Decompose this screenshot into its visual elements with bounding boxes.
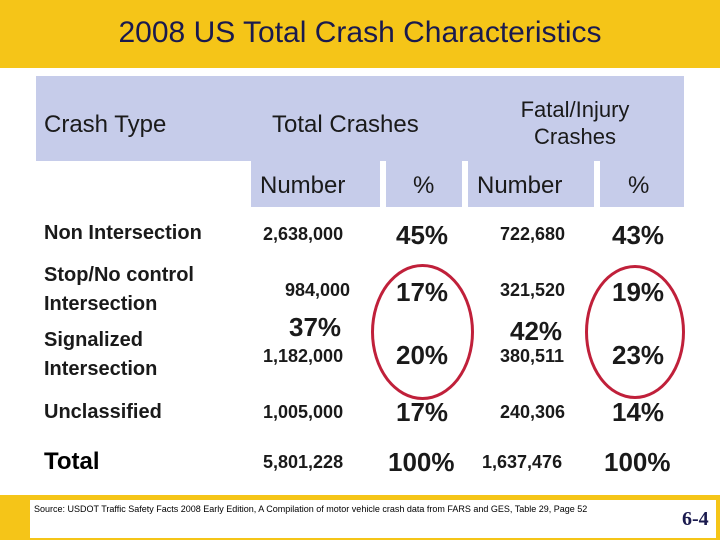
column-divider <box>594 161 600 207</box>
row-label-line1: Signalized <box>44 329 143 351</box>
highlight-circle-fatal-injury <box>585 265 685 399</box>
annotation-total-combined-percent: 37% <box>289 312 342 342</box>
subheader-empty-cell <box>36 161 251 207</box>
row-label-unclassified: Unclassified <box>44 401 162 423</box>
header-total-crashes: Total Crashes <box>272 111 419 138</box>
row-label-signalized: Signalized Intersection <box>44 326 157 384</box>
cell-total-number: 2,638,000 <box>263 224 344 244</box>
page-title: 2008 US Total Crash Characteristics <box>118 16 602 49</box>
cell-fi-number: 380,511 <box>500 346 565 366</box>
header-fatal-injury-line1: Fatal/Injury <box>520 97 630 122</box>
cell-total-percent: 17% <box>396 397 449 427</box>
cell-fi-percent: 100% <box>604 447 671 477</box>
cell-fi-number: 722,680 <box>500 224 566 244</box>
cell-fi-number: 1,637,476 <box>482 452 563 472</box>
row-label-stop-no-control: Stop/No control Intersection <box>44 261 194 319</box>
column-divider <box>462 161 468 207</box>
cell-fi-number: 321,520 <box>500 280 566 300</box>
cell-fi-number: 240,306 <box>500 402 566 422</box>
row-label-line1: Stop/No control <box>44 264 194 286</box>
cell-total-number: 984,000 <box>285 280 351 300</box>
source-panel <box>30 500 676 538</box>
row-label-total: Total <box>44 448 100 475</box>
annotation-fi-combined-percent: 42% <box>510 316 563 346</box>
subheader-fi-number: Number <box>477 172 563 199</box>
column-divider <box>380 161 386 207</box>
title-banner <box>0 0 720 68</box>
subheader-total-number: Number <box>260 172 346 199</box>
header-fatal-injury-line2: Crashes <box>534 124 616 149</box>
cell-total-number: 1,005,000 <box>263 402 344 422</box>
cell-total-percent: 100% <box>388 447 455 477</box>
page-number-box <box>676 500 716 538</box>
cell-total-percent: 45% <box>396 220 449 250</box>
source-citation: Source: USDOT Traffic Safety Facts 2008 … <box>34 504 588 514</box>
cell-total-number: 1,182,000 <box>263 346 344 366</box>
header-fatal-injury-crashes: Fatal/Injury Crashes <box>500 96 650 150</box>
highlight-circle-total <box>371 264 474 400</box>
cell-fi-percent: 14% <box>612 397 665 427</box>
header-crash-type: Crash Type <box>44 111 167 138</box>
table-header-band <box>36 76 684 161</box>
cell-total-number: 5,801,228 <box>263 452 344 472</box>
subheader-total-percent: % <box>413 172 435 199</box>
cell-fi-percent: 43% <box>612 220 665 250</box>
row-label-non-intersection: Non Intersection <box>44 222 202 244</box>
page-number: 6-4 <box>682 508 709 530</box>
row-label-line2: Intersection <box>44 293 158 315</box>
subheader-fi-percent: % <box>628 172 650 199</box>
row-label-line2: Intersection <box>44 358 158 380</box>
